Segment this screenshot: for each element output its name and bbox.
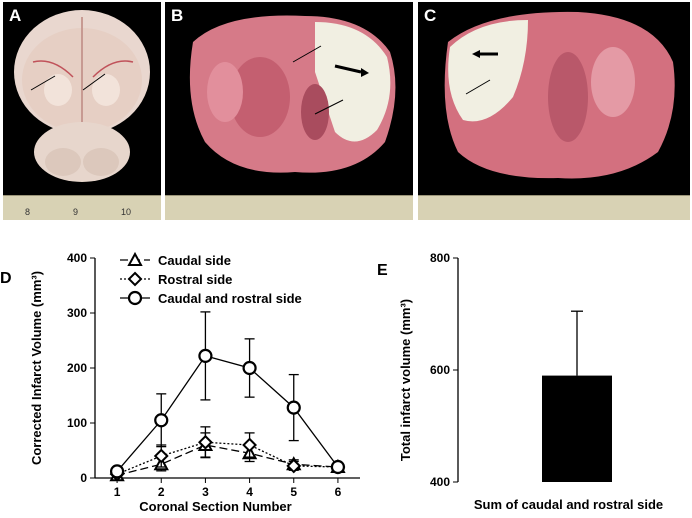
series-circle: [109, 311, 346, 479]
legend-label: Caudal and rostral side: [158, 291, 302, 306]
legend: Caudal side Rostral side Caudal and rostra…: [120, 251, 302, 306]
ruler-label-10: 10: [121, 207, 132, 217]
brain-section-caudal: [165, 2, 413, 220]
x-axis-label: Coronal Section Number: [139, 499, 291, 514]
y-tick-label: 400: [430, 475, 450, 489]
bar: [542, 375, 612, 482]
photo-panel-c: C: [418, 2, 690, 220]
data-point: [198, 348, 213, 364]
ruler-label-9: 9: [73, 207, 79, 217]
data-point: [286, 400, 301, 415]
brain-dorsal-view: [3, 2, 161, 220]
data-point: [198, 434, 213, 450]
y-tick-label: 800: [430, 251, 450, 265]
data-point: [154, 413, 169, 428]
photo-panel-b: B: [165, 2, 413, 220]
y-tick-label: 300: [67, 306, 87, 320]
ruler-a: 8 9 10: [3, 195, 161, 220]
y-tick-label: 100: [67, 416, 87, 430]
y-tick-label: 0: [80, 471, 87, 485]
series-line: [116, 441, 338, 475]
x-tick-label: 3: [202, 485, 209, 499]
x-tick-label: 5: [290, 485, 297, 499]
series-triangle: [109, 432, 346, 482]
panel-letter-e: E: [377, 262, 388, 279]
data-point: [109, 464, 125, 479]
legend-marker: [127, 251, 143, 266]
y-tick-label: 600: [430, 363, 450, 377]
legend-marker: [127, 290, 143, 306]
panel-letter-c: C: [424, 6, 437, 25]
series-diamond: [109, 426, 346, 482]
y-axis-label: Total infarct volume (mm³): [398, 299, 413, 461]
data-point: [242, 360, 257, 376]
ruler-label-8: 8: [25, 207, 31, 217]
panel-letter-d: D: [0, 270, 12, 287]
ruler-b: [165, 195, 413, 220]
y-axis-label: Corrected Infarct Volume (mm³): [29, 271, 44, 465]
brain-section-rostral: [418, 2, 690, 220]
y-tick-label: 200: [67, 361, 87, 375]
legend-label: Caudal side: [158, 253, 231, 268]
data-point: [153, 448, 169, 464]
legend-label: Rostral side: [158, 272, 232, 287]
x-tick-label: 1: [114, 485, 121, 499]
x-tick-label: 4: [246, 485, 253, 499]
line-chart-d: 0 100 200 300 400 1 2 3 4 5 6 Coronal Section Numbe…: [29, 251, 360, 514]
photo-panel-a: A 8 9 10: [3, 2, 161, 220]
category-label: Sum of caudal and rostral side: [474, 497, 663, 512]
panel-letter-a: A: [9, 6, 22, 25]
panel-letter-b: B: [171, 6, 184, 25]
data-point: [286, 458, 302, 474]
y-tick-label: 400: [67, 251, 87, 265]
data-point: [242, 437, 257, 453]
bar-chart-e: 400 600 800 Total infarct volume (mm³) Sum o…: [398, 251, 663, 512]
ruler-c: [418, 195, 690, 220]
x-tick-label: 6: [335, 485, 342, 499]
legend-marker: [127, 271, 143, 287]
data-point: [330, 459, 346, 475]
series-line: [116, 355, 339, 472]
x-tick-label: 2: [158, 485, 165, 499]
series-line: [116, 444, 338, 476]
